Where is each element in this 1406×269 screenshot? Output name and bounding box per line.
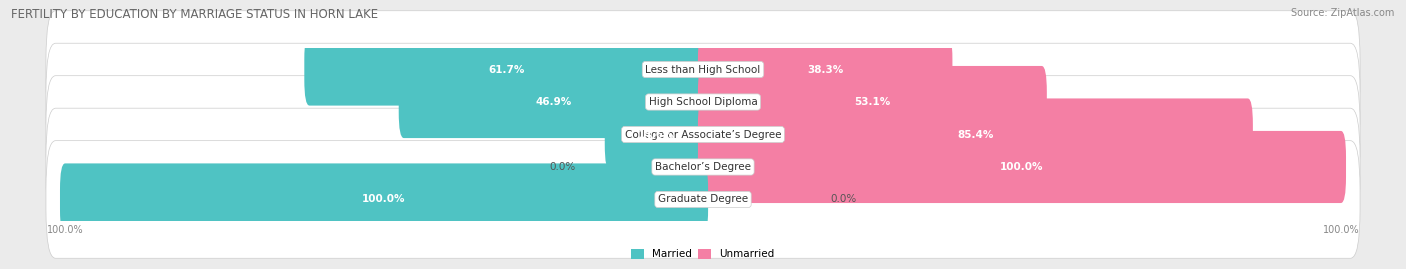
Text: Source: ZipAtlas.com: Source: ZipAtlas.com — [1291, 8, 1395, 18]
Text: 14.6%: 14.6% — [638, 129, 675, 140]
FancyBboxPatch shape — [304, 33, 709, 106]
FancyBboxPatch shape — [46, 43, 1360, 161]
Text: 100.0%: 100.0% — [1000, 162, 1043, 172]
Text: 38.3%: 38.3% — [807, 65, 844, 75]
FancyBboxPatch shape — [697, 98, 1253, 171]
FancyBboxPatch shape — [697, 131, 1346, 203]
Text: High School Diploma: High School Diploma — [648, 97, 758, 107]
FancyBboxPatch shape — [46, 11, 1360, 128]
FancyBboxPatch shape — [46, 76, 1360, 193]
FancyBboxPatch shape — [46, 141, 1360, 258]
Text: 0.0%: 0.0% — [550, 162, 575, 172]
Text: 61.7%: 61.7% — [488, 65, 524, 75]
FancyBboxPatch shape — [605, 98, 709, 171]
FancyBboxPatch shape — [46, 108, 1360, 226]
Text: Graduate Degree: Graduate Degree — [658, 194, 748, 204]
Text: Bachelor’s Degree: Bachelor’s Degree — [655, 162, 751, 172]
FancyBboxPatch shape — [399, 66, 709, 138]
FancyBboxPatch shape — [697, 66, 1047, 138]
Text: 100.0%: 100.0% — [363, 194, 406, 204]
Legend: Married, Unmarried: Married, Unmarried — [627, 245, 779, 264]
Text: 85.4%: 85.4% — [957, 129, 994, 140]
Text: 53.1%: 53.1% — [855, 97, 890, 107]
Text: Less than High School: Less than High School — [645, 65, 761, 75]
FancyBboxPatch shape — [697, 33, 952, 106]
Text: 0.0%: 0.0% — [831, 194, 856, 204]
Text: College or Associate’s Degree: College or Associate’s Degree — [624, 129, 782, 140]
Text: FERTILITY BY EDUCATION BY MARRIAGE STATUS IN HORN LAKE: FERTILITY BY EDUCATION BY MARRIAGE STATU… — [11, 8, 378, 21]
FancyBboxPatch shape — [60, 163, 709, 236]
Text: 46.9%: 46.9% — [536, 97, 571, 107]
